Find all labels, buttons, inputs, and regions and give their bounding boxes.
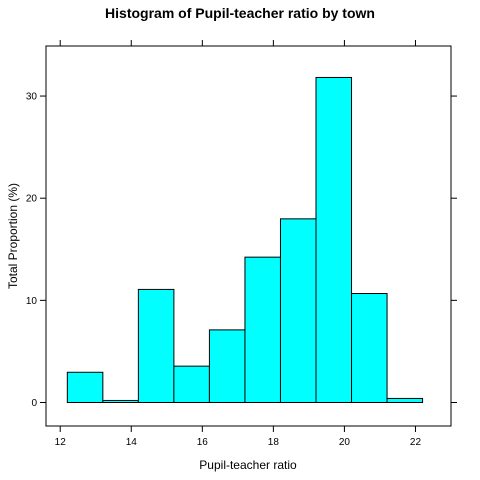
x-tick-label: 16 xyxy=(197,437,209,448)
x-tick-label: 12 xyxy=(55,437,67,448)
ticks-layer: 12 14 16 18 20 22 0 10 20 30 xyxy=(26,40,457,448)
histogram-bar xyxy=(386,397,424,404)
x-tick-label: 22 xyxy=(410,437,422,448)
histogram-bar xyxy=(66,371,104,404)
histogram-bar xyxy=(137,288,175,404)
histogram-bar xyxy=(315,76,353,404)
y-tick-label: 30 xyxy=(26,92,38,103)
bars-layer xyxy=(66,76,424,404)
histogram-bar xyxy=(173,365,210,404)
y-axis-label: Total Proportion (%) xyxy=(6,183,20,289)
y-tick-label: 10 xyxy=(26,296,38,307)
y-tick-label: 20 xyxy=(26,194,38,205)
y-tick-label: 0 xyxy=(31,398,37,409)
x-tick-label: 18 xyxy=(268,437,280,448)
histogram-bar xyxy=(208,329,246,404)
histogram-bar xyxy=(244,256,281,404)
histogram-bar xyxy=(279,218,317,404)
chart-title: Histogram of Pupil-teacher ratio by town xyxy=(105,5,375,21)
histogram-bar xyxy=(351,293,388,404)
x-tick-label: 14 xyxy=(126,437,138,448)
x-tick-label: 20 xyxy=(339,437,351,448)
plot-frame xyxy=(45,45,452,427)
x-axis-label: Pupil-teacher ratio xyxy=(199,458,297,472)
